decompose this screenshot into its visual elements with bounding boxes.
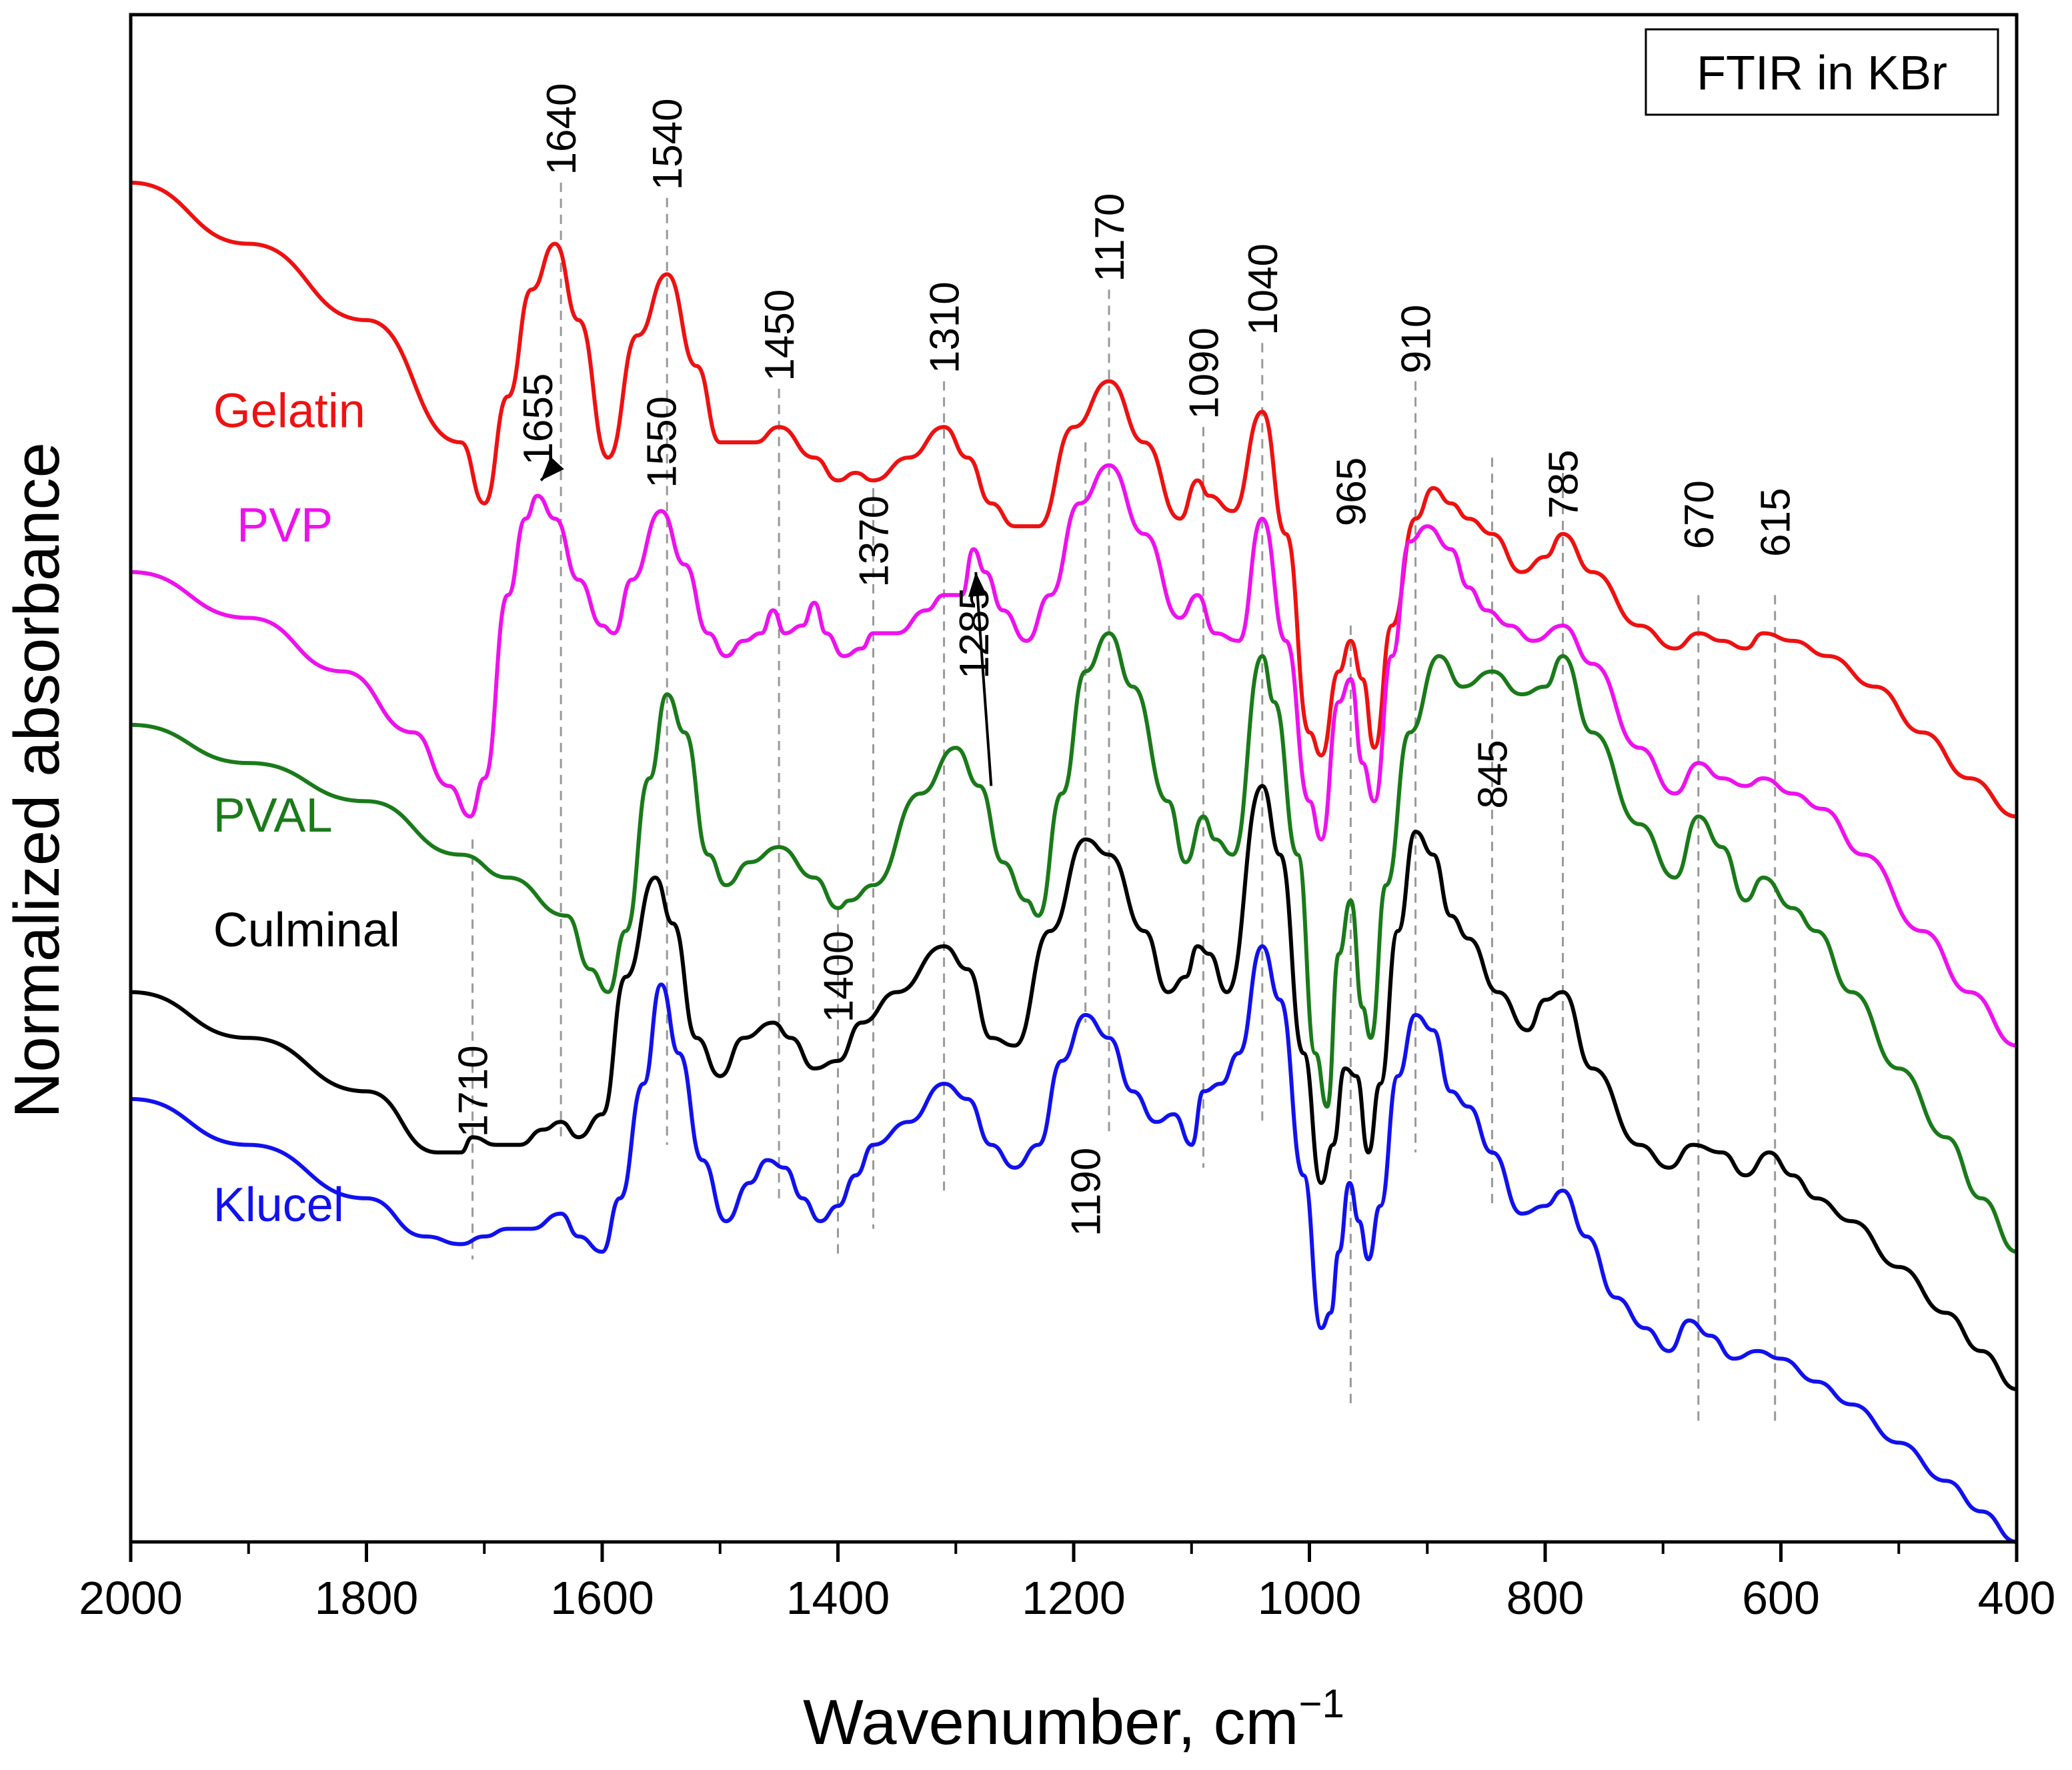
peak-label-1450: 1450 <box>757 289 803 381</box>
spectrum-gelatin <box>130 180 2017 819</box>
x-tick-label: 800 <box>1506 1572 1585 1624</box>
peak-arrow-head <box>541 456 564 481</box>
series-labels: Gelatin PVP PVAL Culminal Klucel <box>213 384 400 1232</box>
title-box-text: FTIR in KBr <box>1697 47 1947 100</box>
x-axis-title-sup: −1 <box>1298 1681 1344 1726</box>
series-label-pval: PVAL <box>213 789 333 842</box>
x-axis-ticks: 2000 1800 1600 1400 1200 1000 800 600 400 <box>79 1542 2055 1624</box>
x-tick-label: 1000 <box>1258 1572 1362 1624</box>
x-tick-label: 2000 <box>79 1572 183 1624</box>
x-tick-label: 1600 <box>550 1572 654 1624</box>
peak-arrow-shaft <box>974 572 993 786</box>
peak-label-910: 910 <box>1394 305 1440 373</box>
spectra-lines <box>130 180 2017 1544</box>
x-tick-label: 1800 <box>315 1572 419 1624</box>
peak-label-965: 965 <box>1328 458 1374 526</box>
peak-label-1310: 1310 <box>922 281 968 373</box>
peak-label-1640: 1640 <box>539 83 585 175</box>
title-box-frame <box>1645 28 1999 116</box>
peak-label-1540: 1540 <box>645 98 691 190</box>
peak-label-1090: 1090 <box>1181 327 1227 419</box>
peak-label-1285: 1285 <box>952 587 998 679</box>
x-axis-title: Wavenumber, cm−1 <box>803 1681 1344 1758</box>
series-label-pvp: PVP <box>237 499 333 552</box>
x-tick-label: 1200 <box>1022 1572 1126 1624</box>
title-box: FTIR in KBr <box>1645 28 1999 116</box>
peak-label-1655: 1655 <box>515 373 562 466</box>
peak-label-1550: 1550 <box>639 396 685 488</box>
spectrum-culminal <box>130 784 2017 1391</box>
x-tick-label: 400 <box>1978 1572 2056 1624</box>
peak-label-1710: 1710 <box>451 1045 497 1137</box>
peak-label-615: 615 <box>1753 488 1799 557</box>
peak-label-785: 785 <box>1541 450 1587 518</box>
y-axis-title: Normalized absorbance <box>1 442 73 1118</box>
peak-label-1370: 1370 <box>852 496 898 588</box>
peak-guide-lines <box>471 182 1777 1428</box>
spectrum-klucel <box>130 944 2017 1544</box>
spectrum-pvp <box>130 463 2017 1048</box>
x-tick-label: 1400 <box>786 1572 890 1624</box>
peak-label-1170: 1170 <box>1087 193 1133 281</box>
series-label-culminal: Culminal <box>213 904 400 957</box>
series-label-gelatin: Gelatin <box>213 384 365 437</box>
series-label-klucel: Klucel <box>213 1178 344 1232</box>
x-tick-label: 600 <box>1742 1572 1820 1624</box>
peak-label-1190: 1190 <box>1064 1148 1110 1236</box>
peak-arrow-head <box>968 572 987 597</box>
x-axis-title-main: Wavenumber, cm <box>803 1687 1298 1758</box>
spectrum-pval <box>130 631 2017 1254</box>
peak-label-1400: 1400 <box>816 930 862 1022</box>
peak-label-1040: 1040 <box>1240 243 1286 335</box>
peak-labels: 1640 1540 1655 1550 1450 1310 1170 1090 1040 910 1… <box>451 83 1799 1236</box>
peak-label-670: 670 <box>1677 480 1723 549</box>
peak-label-845: 845 <box>1470 740 1516 808</box>
